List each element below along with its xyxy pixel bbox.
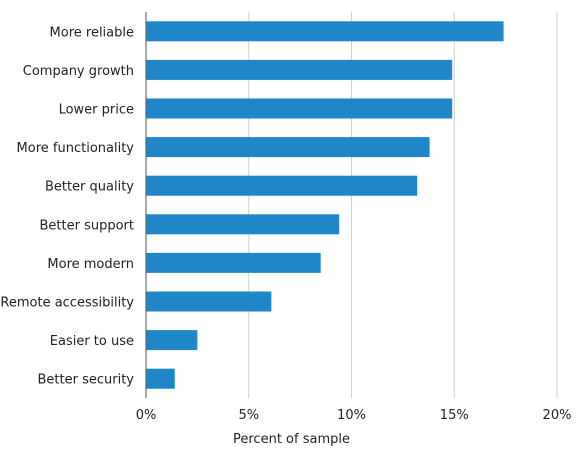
bar [146,175,418,196]
category-label: More modern [47,257,134,272]
bar [146,291,272,312]
x-tick-label: 10% [337,408,366,423]
category-label: Easier to use [50,334,134,349]
category-label: Lower price [59,103,134,118]
bar [146,137,430,158]
bar [146,98,453,119]
x-tick-labels: 0% 5% 10% 15% 20% [136,408,572,423]
x-axis-title: Percent of sample [233,432,350,447]
category-label: Company growth [23,64,134,79]
category-label: More reliable [50,25,134,40]
category-label: More functionality [17,141,135,156]
x-tick-label: 15% [440,408,469,423]
x-tick-label: 20% [543,408,572,423]
bar [146,330,198,351]
category-label: Better quality [45,180,134,195]
x-tick-label: 0% [136,408,157,423]
category-label: Remote accessibility [0,296,134,311]
bar [146,21,504,42]
bar [146,214,340,235]
bars [146,21,504,389]
category-label: Better support [40,218,135,233]
x-tick-label: 5% [238,408,259,423]
bar [146,59,453,80]
category-label: Better security [38,373,135,388]
bar [146,252,321,273]
bar [146,368,175,389]
category-labels: More reliable Company growth Lower price Mo… [0,25,134,387]
